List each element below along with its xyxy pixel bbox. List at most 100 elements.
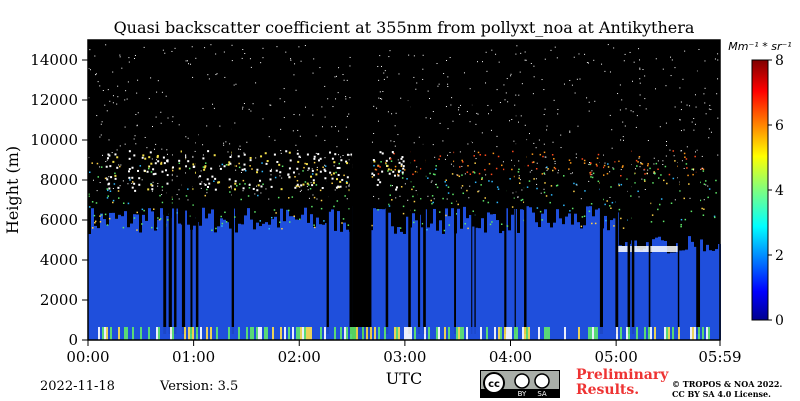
surface-signal (210, 327, 212, 340)
noise-speckle (541, 79, 543, 81)
noise-speckle (338, 67, 340, 69)
surface-signal (674, 327, 676, 340)
signal-speckle (613, 225, 615, 227)
noise-speckle (397, 134, 399, 136)
signal-speckle (606, 200, 608, 202)
noise-speckle (620, 139, 622, 141)
by-text: BY (518, 390, 527, 397)
signal-speckle (713, 215, 716, 218)
noise-speckle (459, 113, 461, 115)
noise-speckle (119, 54, 121, 56)
noise-speckle (662, 160, 664, 162)
surface-signal (444, 327, 446, 340)
noise-speckle (498, 61, 500, 63)
noise-speckle (520, 52, 522, 54)
aerosol-column (313, 226, 316, 340)
signal-speckle (303, 166, 305, 169)
surface-signal (528, 327, 530, 340)
cloud-speckle (350, 153, 353, 156)
surface-signal (368, 327, 370, 340)
noise-speckle (345, 126, 347, 128)
surface-signal (606, 327, 608, 340)
noise-speckle (418, 136, 420, 138)
high-signal-speckle (374, 168, 377, 171)
signal-speckle (228, 186, 231, 189)
signal-speckle (215, 227, 217, 230)
noise-speckle (518, 94, 520, 96)
surface-signal (240, 327, 242, 340)
high-signal-speckle (622, 165, 624, 167)
cloud-speckle (163, 162, 166, 165)
noise-speckle (299, 114, 301, 116)
cloud-speckle (311, 169, 314, 172)
signal-speckle (484, 197, 486, 199)
aerosol-column (583, 225, 586, 340)
y-tick-label: 2000 (40, 291, 78, 309)
signal-speckle (324, 165, 327, 167)
noise-speckle (96, 115, 98, 117)
noise-speckle (312, 72, 314, 74)
surface-signal (364, 327, 366, 340)
aerosol-column (541, 213, 544, 340)
cloud-speckle (256, 171, 259, 174)
aerosol-column (451, 208, 454, 340)
cloud-speckle (199, 175, 202, 178)
surface-signal (116, 327, 118, 340)
surface-signal (286, 327, 288, 340)
aerosol-column (397, 227, 400, 340)
noise-speckle (206, 192, 208, 194)
noise-speckle (137, 112, 139, 114)
noise-speckle (503, 84, 505, 86)
signal-speckle (206, 188, 208, 191)
signal-speckle (419, 197, 422, 200)
cloud-speckle (241, 168, 244, 171)
signal-speckle (91, 162, 93, 164)
noise-speckle (377, 65, 379, 67)
surface-signal (280, 327, 282, 340)
noise-speckle (223, 51, 225, 53)
noise-speckle (588, 180, 590, 182)
aerosol-column (220, 218, 223, 340)
noise-speckle (393, 141, 395, 143)
surface-signal (376, 327, 378, 340)
noise-speckle (149, 165, 151, 167)
surface-signal (160, 327, 162, 340)
signal-speckle (511, 206, 514, 208)
aerosol-column (292, 216, 295, 340)
noise-speckle (336, 146, 338, 148)
signal-speckle (702, 170, 705, 172)
noise-speckle (88, 68, 90, 70)
noise-speckle (97, 81, 99, 83)
aerosol-column (433, 208, 436, 340)
signal-speckle (704, 180, 707, 182)
aerosol-column (376, 209, 379, 340)
surface-signal (362, 327, 364, 340)
surface-signal (262, 327, 264, 340)
aerosol-column (640, 250, 643, 340)
aerosol-column (283, 221, 286, 340)
surface-signal (398, 327, 400, 340)
copyright-line-1: © TROPOS & NOA 2022. (672, 379, 783, 389)
noise-speckle (425, 117, 427, 119)
noise-speckle (717, 53, 719, 55)
surface-signal (220, 327, 222, 340)
cc-license-badge[interactable]: cc BY SA (480, 370, 560, 398)
noise-speckle (377, 120, 379, 122)
high-signal-speckle (394, 168, 396, 171)
noise-speckle (644, 98, 646, 100)
cloud-speckle (333, 161, 336, 164)
signal-dropout (385, 180, 389, 334)
signal-speckle (157, 217, 159, 219)
aerosol-column (511, 214, 514, 340)
surface-signal (392, 327, 394, 340)
aerosol-column (298, 219, 301, 340)
noise-speckle (632, 80, 634, 82)
cloud-speckle (302, 183, 305, 186)
high-signal-speckle (393, 152, 395, 155)
noise-speckle (662, 68, 664, 70)
noise-speckle (475, 158, 477, 160)
noise-speckle (543, 89, 545, 91)
cloud-speckle (187, 160, 190, 163)
high-signal-speckle (531, 161, 534, 164)
